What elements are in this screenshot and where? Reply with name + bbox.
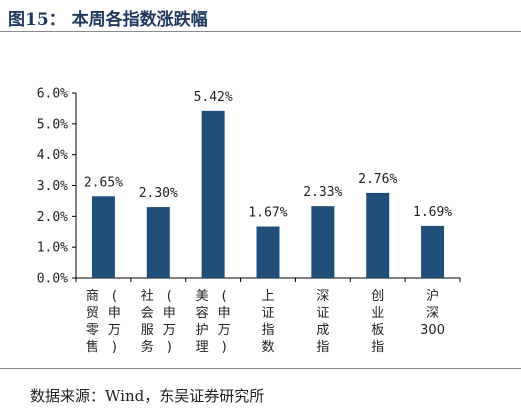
category-label: 深证成指 <box>316 289 329 355</box>
source-divider <box>0 368 521 369</box>
bar <box>311 206 335 278</box>
y-tick-label: 3.0% <box>37 179 68 194</box>
category-label-column: 商贸零售 <box>86 289 99 355</box>
category-label-column: 创业板指 <box>371 289 384 355</box>
data-label: 2.30% <box>139 186 178 201</box>
category-label-column: 深证成指 <box>316 289 329 355</box>
source-note: 数据来源：Wind，东吴证券研究所 <box>30 387 265 405</box>
y-tick-label: 6.0% <box>37 87 68 102</box>
category-label-column: 上证指数 <box>261 289 274 355</box>
category-label-column: (申万) <box>218 289 231 355</box>
category-label-column: 美容护理 <box>196 289 209 355</box>
bar <box>421 225 445 278</box>
y-tick-label: 2.0% <box>37 210 68 225</box>
y-tick-label: 5.0% <box>37 117 68 132</box>
figure-title: 图15： 本周各指数涨跌幅 <box>8 10 208 30</box>
category-label: 美容护理 (申万) <box>196 289 231 355</box>
category-label: 沪深 300 <box>420 288 445 338</box>
category-label-column: (申万) <box>163 289 176 355</box>
category-label-column: 社会服务 <box>141 288 154 355</box>
bar <box>146 207 170 278</box>
category-label: 上证指数 <box>261 289 274 355</box>
category-label: 商贸零售 (申万) <box>86 289 121 355</box>
category-label-column: 沪深 300 <box>420 288 445 338</box>
category-label: 社会服务 (申万) <box>141 288 176 355</box>
bar <box>366 192 390 278</box>
data-label: 2.65% <box>84 175 123 190</box>
data-label: 2.33% <box>303 185 342 200</box>
data-label: 1.69% <box>413 205 452 220</box>
category-label-column: (申万) <box>108 289 121 355</box>
category-label: 创业板指 <box>371 289 384 355</box>
y-tick-label: 4.0% <box>37 148 68 163</box>
bar <box>91 196 115 278</box>
title-divider <box>0 31 521 32</box>
data-label: 2.76% <box>358 172 397 187</box>
y-tick-label: 1.0% <box>37 241 68 256</box>
bar <box>256 226 280 278</box>
bar <box>201 110 225 278</box>
data-label: 5.42% <box>194 90 233 105</box>
y-tick-label: 0.0% <box>37 272 68 287</box>
data-label: 1.67% <box>248 206 287 221</box>
